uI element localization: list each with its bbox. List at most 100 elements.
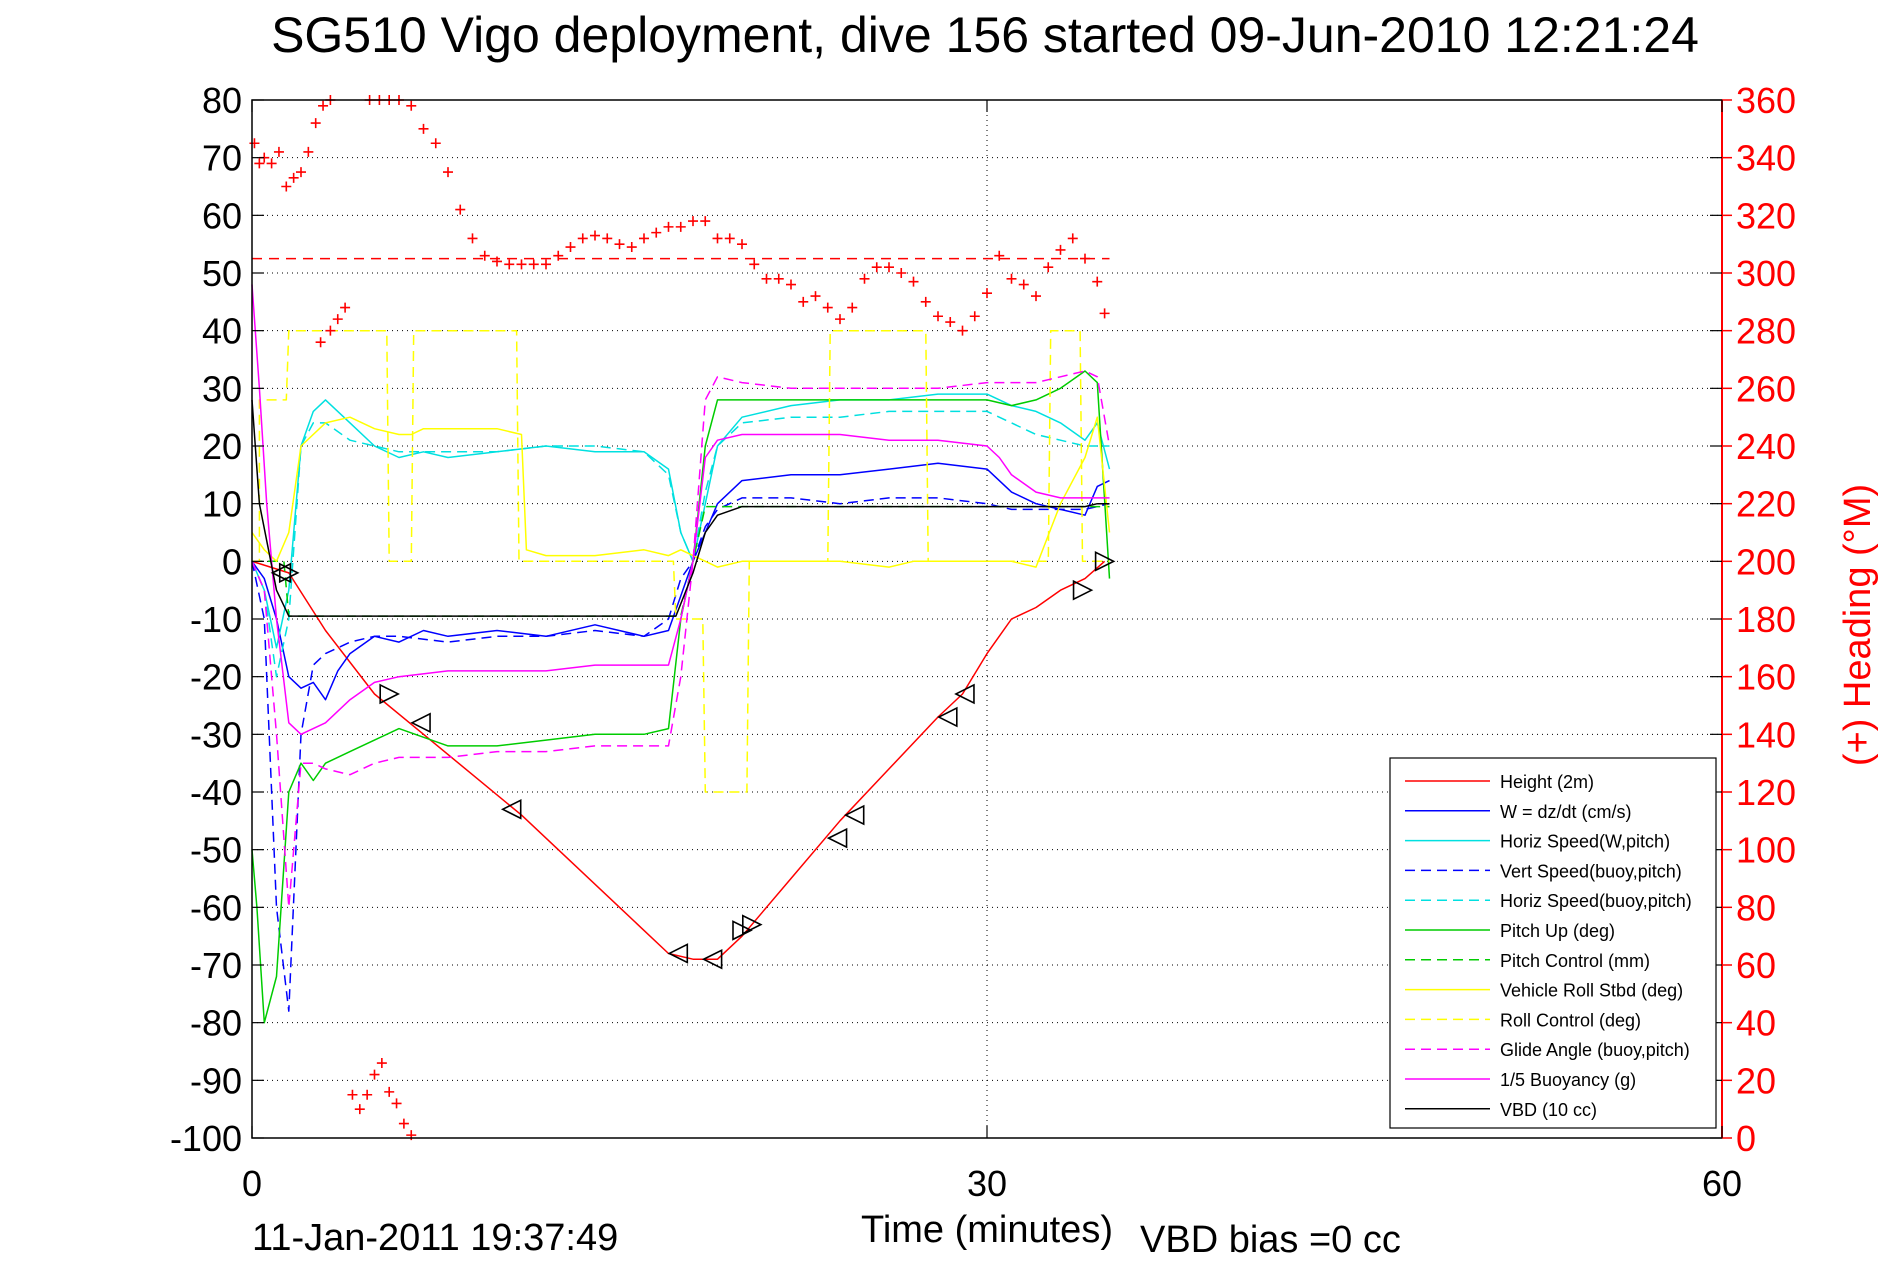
heading-point (455, 204, 466, 215)
legend-label: 1/5 Buoyancy (g) (1500, 1070, 1636, 1090)
left-tick-label: -50 (190, 830, 242, 871)
heading-point (1018, 279, 1029, 290)
legend-label: Height (2m) (1500, 772, 1594, 792)
legend-label: Vehicle Roll Stbd (deg) (1500, 981, 1683, 1001)
left-tick-label: -70 (190, 945, 242, 986)
heading-point (810, 291, 821, 302)
right-tick-label: 20 (1736, 1060, 1776, 1101)
right-tick-label: 140 (1736, 714, 1796, 755)
heading-point (384, 1086, 395, 1097)
left-tick-label: -80 (190, 1003, 242, 1044)
footer-vbd-bias: VBD bias =0 cc (1140, 1219, 1401, 1261)
right-tick-label: 60 (1736, 945, 1776, 986)
right-tick-label: 240 (1736, 426, 1796, 467)
legend-label: Vert Speed(buoy,pitch) (1500, 861, 1682, 881)
heading-point (362, 1089, 373, 1100)
heading-point (786, 279, 796, 290)
right-tick-label: 300 (1736, 253, 1796, 294)
heading-point (354, 1104, 365, 1115)
series-line (251, 462, 1110, 701)
heading-point (541, 259, 551, 270)
heading-point (639, 233, 649, 244)
heading-point (884, 262, 894, 273)
heading-point (933, 311, 943, 322)
heading-point (1099, 308, 1110, 319)
legend-label: Horiz Speed(W,pitch) (1500, 832, 1670, 852)
series-line (251, 497, 1110, 1012)
triangle-marker (500, 799, 522, 820)
legend-label: VBD (10 cc) (1500, 1100, 1597, 1120)
heading-point (663, 221, 674, 232)
heading-point (700, 216, 711, 227)
heading-point (376, 1058, 387, 1069)
x-axis-label: Time (minutes) (861, 1209, 1113, 1251)
heading-point (492, 256, 502, 267)
right-tick-label: 200 (1736, 541, 1796, 582)
heading-point (254, 158, 265, 169)
right-tick-label: 180 (1736, 599, 1796, 640)
right-tick-label: 120 (1736, 772, 1796, 813)
triangle-marker (1094, 551, 1116, 572)
heading-point (614, 239, 625, 250)
heading-point (908, 276, 919, 287)
heading-point (1043, 262, 1054, 273)
heading-point (296, 167, 306, 178)
left-tick-label: -30 (190, 714, 242, 755)
heading-point (749, 259, 760, 270)
heading-point (675, 221, 686, 232)
left-axis: -100-90-80-70-60-50-40-30-20-10010203040… (170, 80, 1722, 1159)
heading-point (325, 325, 336, 336)
heading-point (528, 259, 539, 270)
right-tick-label: 160 (1736, 657, 1796, 698)
heading-point (406, 100, 417, 111)
right-tick-label: 260 (1736, 368, 1796, 409)
heading-point (1092, 276, 1103, 287)
right-tick-label: 360 (1736, 80, 1796, 121)
legend-box (1389, 757, 1717, 1129)
heading-point (859, 273, 870, 284)
heading-point (626, 242, 637, 253)
heading-point (310, 118, 321, 129)
series-line (252, 329, 1110, 793)
left-tick-label: -60 (190, 887, 242, 928)
legend-label: W = dz/dt (cm/s) (1500, 802, 1632, 822)
heading-point (369, 1069, 380, 1080)
legend-label: Horiz Speed(buoy,pitch) (1500, 891, 1692, 911)
heading-point (737, 239, 747, 250)
triangle-marker (701, 948, 723, 970)
heading-point (920, 296, 931, 307)
heading-point (712, 233, 723, 244)
legend: Height (2m) W = dz/dt (cm/s) Horiz Speed(W… (1389, 757, 1717, 1129)
footer-timestamp: 11-Jan-2011 19:37:49 (252, 1217, 618, 1259)
right-axis: 0 20 40 60 80 100 120 140 160 180 200 220 240 260 280 3… (1722, 80, 1796, 1159)
heading-point (315, 337, 326, 348)
heading-point (553, 250, 564, 261)
marker-layer (270, 551, 1116, 970)
triangle-marker (826, 827, 848, 849)
left-tick-label: 30 (202, 368, 242, 409)
left-tick-label: 10 (202, 484, 242, 525)
left-tick-label: 60 (202, 195, 242, 236)
series-line (251, 370, 1111, 909)
heading-point (1055, 244, 1066, 255)
heading-point (871, 262, 882, 273)
series-layer (251, 284, 1111, 1024)
series-line (251, 560, 1106, 960)
heading-point (994, 250, 1005, 261)
heading-point (590, 230, 600, 241)
heading-point (773, 273, 784, 284)
series-line (251, 410, 1110, 678)
heading-point (288, 172, 299, 183)
heading-point (847, 302, 858, 313)
heading-point (835, 314, 845, 325)
heading-point (467, 233, 478, 244)
right-tick-label: 100 (1736, 830, 1796, 871)
heading-point (318, 100, 329, 111)
heading-layer (249, 95, 1110, 1141)
right-tick-label: 320 (1736, 195, 1796, 236)
x-tick-label: 30 (967, 1163, 1007, 1204)
left-tick-label: 20 (202, 426, 242, 467)
heading-point (957, 325, 968, 336)
right-tick-label: 280 (1736, 311, 1796, 352)
